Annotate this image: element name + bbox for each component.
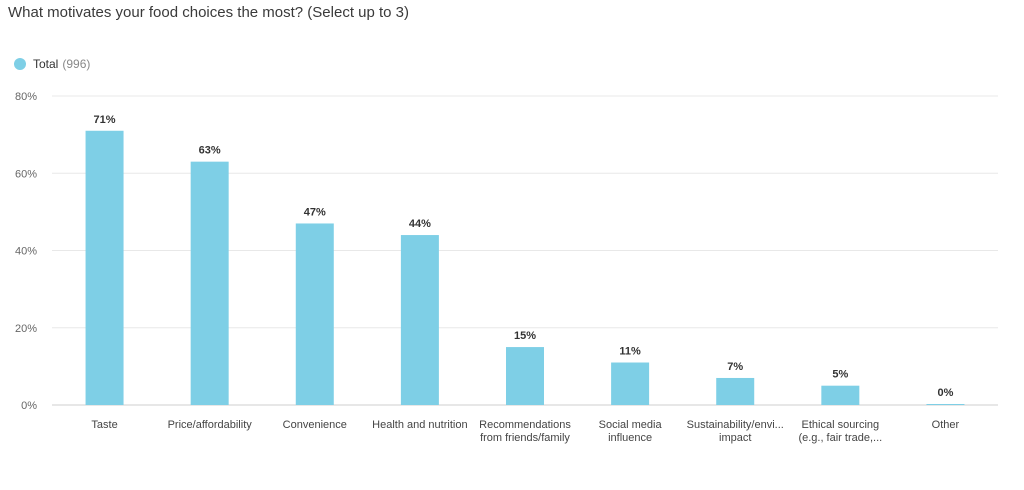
data-label: 44%: [409, 218, 431, 230]
x-tick-label: Convenience: [283, 419, 347, 431]
x-tick-label: Recommendations: [479, 419, 571, 431]
bar: [821, 385, 860, 405]
bar: [506, 347, 544, 405]
data-label: 63%: [199, 145, 221, 157]
x-tick-label: Price/affordability: [168, 419, 253, 431]
legend-label: Total: [33, 57, 59, 71]
x-tick-label: Taste: [91, 419, 117, 431]
x-tick-label: Social media: [599, 419, 663, 431]
bar: [400, 235, 439, 405]
y-tick-label: 0%: [21, 400, 37, 412]
data-label: 47%: [304, 206, 326, 218]
x-tick-label: Other: [932, 419, 960, 431]
x-tick-label: Ethical sourcing: [802, 419, 880, 431]
x-tick-label: Health and nutrition: [372, 419, 467, 431]
bar: [190, 161, 229, 405]
data-label: 0%: [937, 387, 953, 399]
x-tick-label: (e.g., fair trade,...: [798, 432, 882, 444]
bar: [716, 377, 755, 405]
legend-swatch: [14, 58, 26, 70]
x-tick-label: influence: [608, 432, 652, 444]
data-label: 15%: [514, 330, 536, 342]
bar: [611, 362, 650, 405]
y-tick-label: 20%: [15, 323, 37, 335]
chart-legend[interactable]: Total (996): [14, 57, 90, 71]
bar: [295, 223, 334, 405]
chart-title: What motivates your food choices the mos…: [8, 4, 410, 21]
bar: [85, 130, 124, 405]
data-label: 11%: [619, 346, 641, 358]
legend-count: (996): [62, 57, 91, 71]
x-tick-label: impact: [719, 432, 751, 444]
y-tick-label: 60%: [15, 168, 37, 180]
x-tick-label: from friends/family: [480, 432, 570, 444]
x-tick-label: Sustainability/envi...: [687, 419, 784, 431]
y-tick-label: 40%: [15, 246, 37, 258]
data-label: 5%: [832, 369, 848, 381]
data-label: 7%: [727, 361, 743, 373]
bar: [926, 404, 965, 405]
y-tick-label: 80%: [15, 91, 37, 103]
data-label: 71%: [94, 114, 116, 126]
